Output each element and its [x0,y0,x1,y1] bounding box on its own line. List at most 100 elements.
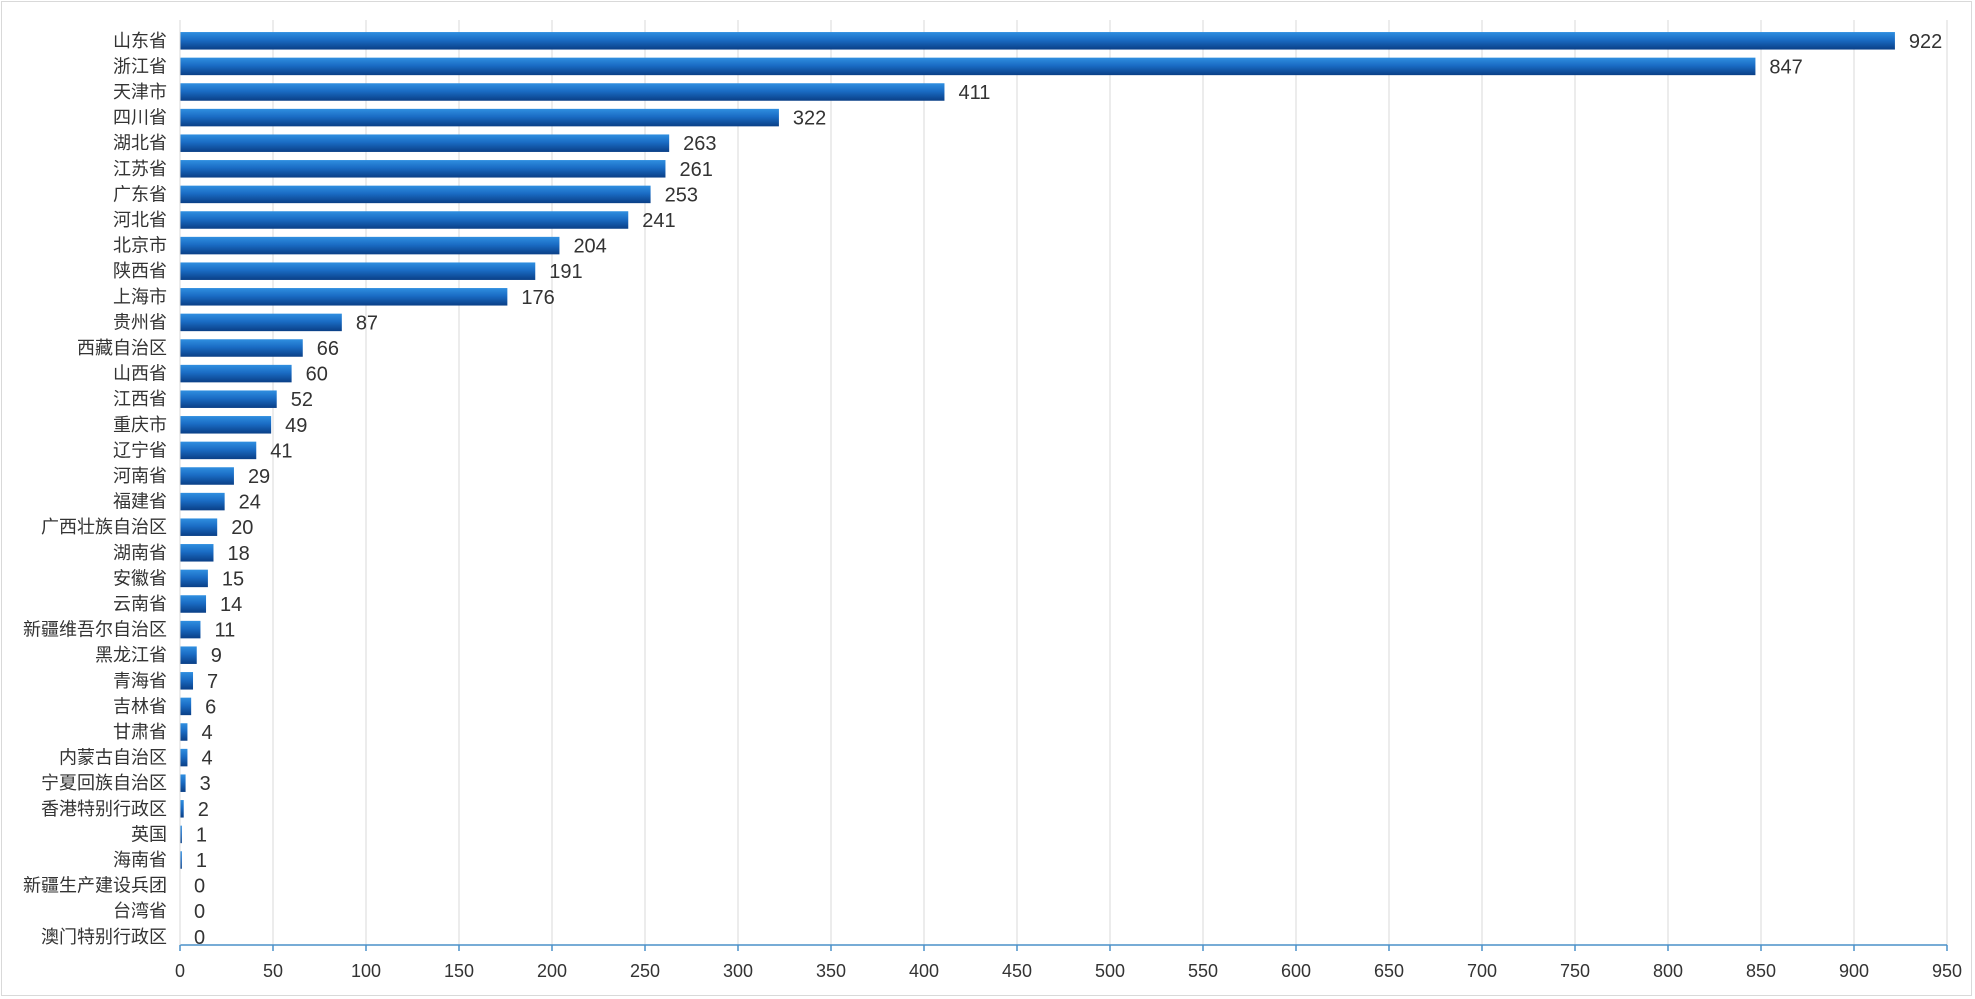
bar [180,748,188,767]
value-label: 2 [198,799,209,821]
bar [180,800,184,818]
x-tick-label: 500 [1095,961,1125,981]
x-tick-label: 250 [630,961,660,981]
category-label: 青海省 [113,671,167,691]
bar [180,723,188,741]
value-label: 14 [220,594,242,616]
value-label: 66 [317,338,339,360]
bar [180,774,186,792]
x-tick-label: 800 [1653,961,1683,981]
value-label: 15 [222,568,244,590]
value-label: 0 [194,901,205,923]
x-tick-label: 600 [1281,961,1311,981]
value-label: 263 [683,133,716,155]
category-label: 四川省 [113,108,167,128]
category-label: 福建省 [113,492,167,512]
value-label: 60 [306,364,328,386]
category-label: 辽宁省 [113,440,167,460]
category-label: 湖南省 [113,543,167,563]
x-tick-label: 750 [1560,961,1590,981]
category-label: 山西省 [113,364,167,384]
x-tick-label: 50 [263,961,283,981]
category-label: 海南省 [113,850,167,870]
bar [180,211,629,229]
value-label: 18 [227,543,249,565]
bars [180,32,1895,869]
category-label: 江苏省 [113,159,167,179]
value-label: 29 [248,466,270,488]
category-label: 浙江省 [113,56,167,76]
category-label: 英国 [131,824,167,844]
bar [180,697,192,716]
category-label: 宁夏回族自治区 [41,773,167,793]
category-label: 西藏自治区 [77,338,167,358]
bar [180,672,194,690]
category-label: 安徽省 [113,568,167,588]
x-axis: 0 50 100 150 200 250 300 350 400 450 500 550 600 650 7… [175,20,1962,981]
x-tick-label: 150 [444,961,474,981]
value-label: 41 [270,440,292,462]
x-tick-label: 950 [1932,961,1962,981]
value-label: 922 [1909,31,1942,53]
x-tick-label: 650 [1374,961,1404,981]
category-labels: 山东省浙江省天津市四川省湖北省江苏省广东省河北省北京市陕西省上海市贵州省西藏自治… [23,31,167,947]
x-tick-label: 900 [1839,961,1869,981]
category-label: 云南省 [113,594,167,614]
value-label: 0 [194,876,205,898]
x-tick-label: 0 [175,961,185,981]
category-label: 广东省 [113,184,167,204]
category-label: 黑龙江省 [95,645,167,665]
x-tick-label: 300 [723,961,753,981]
category-label: 重庆市 [113,415,167,435]
x-tick-label: 450 [1002,961,1032,981]
bar [180,441,257,460]
bar [180,236,560,255]
value-label: 191 [549,261,582,283]
grid-lines [272,20,1948,945]
bar [180,134,670,152]
x-tick-label: 550 [1188,961,1218,981]
value-label: 87 [356,312,378,334]
x-tick-label: 200 [537,961,567,981]
value-label: 0 [194,927,205,949]
category-label: 澳门特别行政区 [41,927,167,947]
bar [180,160,666,178]
value-label: 4 [201,722,212,744]
x-tick-label: 400 [909,961,939,981]
category-label: 湖北省 [113,133,167,153]
bar [180,364,292,383]
value-label: 411 [958,82,990,104]
category-label: 河北省 [113,210,167,230]
category-label: 陕西省 [113,261,167,281]
bar [180,83,945,101]
value-label: 3 [200,773,211,795]
bar [180,851,182,869]
category-label: 广西壮族自治区 [41,517,167,537]
category-label: 江西省 [113,389,167,409]
value-labels: 9228474113222632612532412041911768766605… [194,31,1942,949]
value-label: 11 [214,620,235,642]
bar [180,518,218,536]
bar [180,595,207,613]
x-tick-label: 850 [1746,961,1776,981]
bar [180,646,197,664]
bar [180,57,1756,76]
value-label: 847 [1769,56,1802,78]
category-label: 贵州省 [113,312,167,332]
category-label: 香港特别行政区 [41,799,167,819]
value-label: 1 [196,850,207,872]
category-label: 上海市 [113,287,167,307]
category-label: 天津市 [113,82,167,102]
x-tick-label: 100 [351,961,381,981]
value-label: 241 [642,210,675,232]
value-label: 49 [285,415,307,437]
bar [180,32,1895,50]
bar [180,288,508,306]
category-label: 河南省 [113,466,167,486]
bar [180,339,303,357]
bar [180,262,536,280]
x-tick-label: 350 [816,961,846,981]
value-label: 176 [521,287,554,309]
category-label: 台湾省 [113,901,167,921]
